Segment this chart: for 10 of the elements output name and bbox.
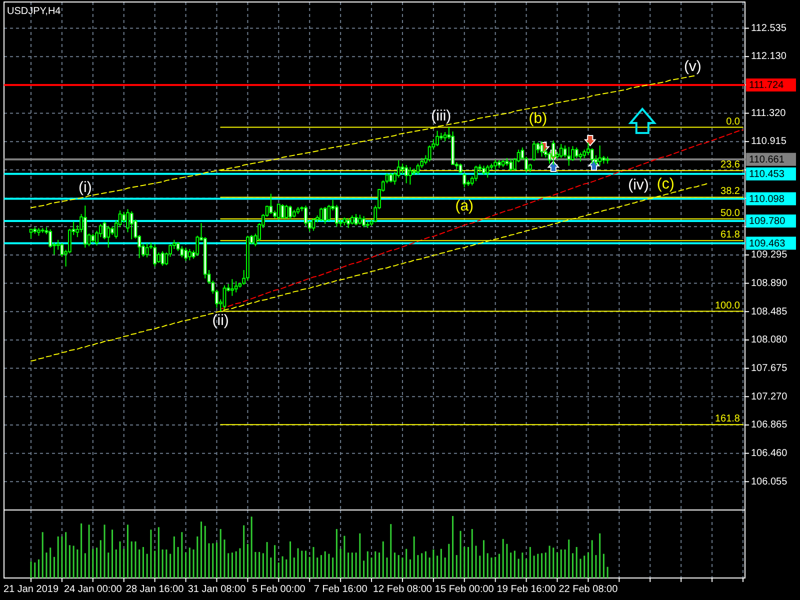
x-tick-label: 24 Jan 00:00 [64, 584, 122, 595]
x-tick-label: 5 Feb 00:00 [252, 584, 306, 595]
x-tick-label: 12 Feb 08:00 [373, 584, 432, 595]
x-tick-label: 19 Feb 16:00 [496, 584, 556, 595]
x-tick-label: 21 Jan 2019 [3, 584, 59, 595]
x-tick-label: 31 Jan 08:00 [188, 584, 246, 595]
x-tick-label: 7 Feb 16:00 [314, 584, 368, 595]
x-tick-label: 28 Jan 16:00 [126, 584, 184, 595]
x-tick-label: 22 Feb 08:00 [558, 584, 618, 595]
x-tick-label: 15 Feb 00:00 [434, 584, 494, 595]
